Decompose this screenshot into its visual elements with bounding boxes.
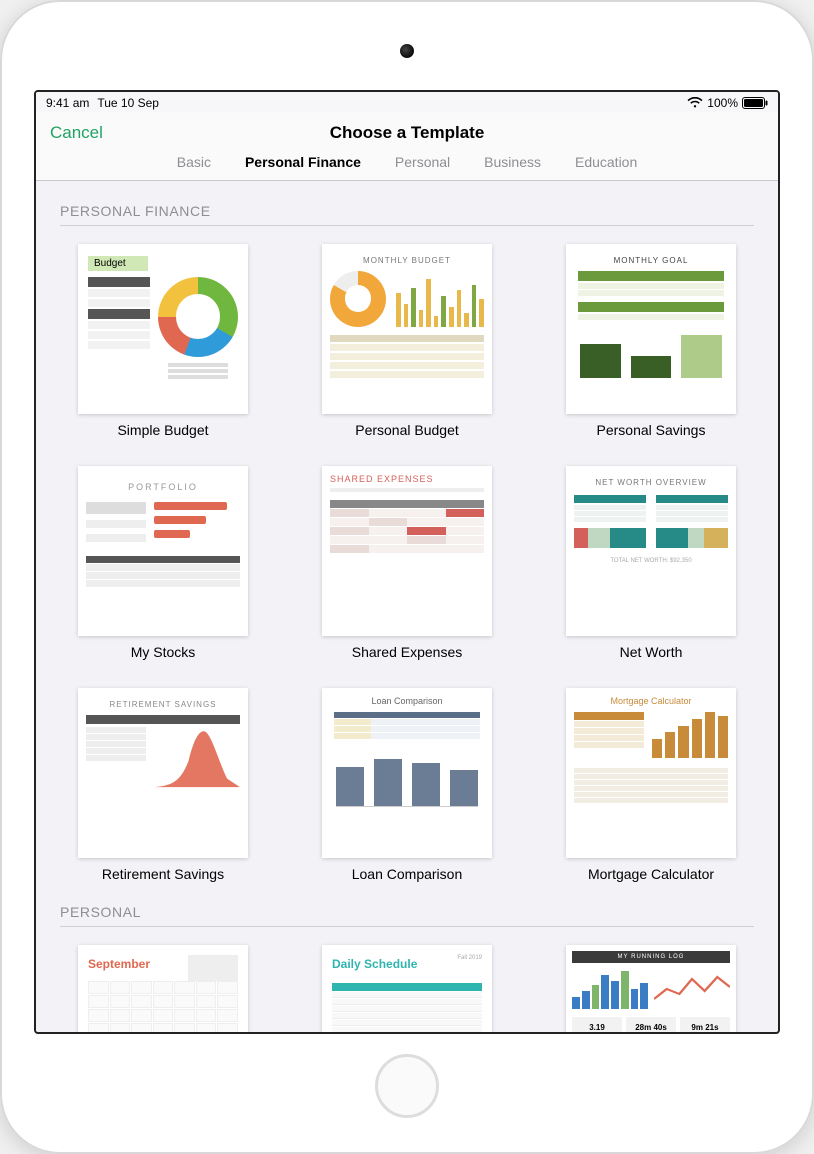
page-title: Choose a Template — [330, 123, 485, 143]
template-daily-schedule[interactable]: Daily Schedule Fall 2019 — [304, 945, 510, 1032]
tab-basic[interactable]: Basic — [177, 154, 211, 170]
camera-dot — [400, 44, 414, 58]
thumb-badge: Budget — [88, 256, 148, 271]
battery-pct: 100% — [707, 96, 738, 110]
nav-bar: Cancel Choose a Template Basic Personal … — [36, 112, 778, 181]
template-loan-comparison[interactable]: Loan Comparison Loan Comparison — [304, 688, 510, 882]
template-grid-personal-finance: Budget — [60, 244, 754, 882]
wifi-icon — [687, 97, 703, 109]
template-label: Simple Budget — [117, 422, 208, 438]
category-tabs: Basic Personal Finance Personal Business… — [36, 154, 778, 180]
template-mortgage-calculator[interactable]: Mortgage Calculator Mortgage Calculator — [548, 688, 754, 882]
tab-personal-finance[interactable]: Personal Finance — [245, 154, 361, 170]
template-label: Personal Budget — [355, 422, 459, 438]
template-simple-budget[interactable]: Budget — [60, 244, 266, 438]
tab-education[interactable]: Education — [575, 154, 637, 170]
template-label: Personal Savings — [597, 422, 706, 438]
template-retirement-savings[interactable]: RETIREMENT SAVINGS Retirement Savings — [60, 688, 266, 882]
cancel-button[interactable]: Cancel — [50, 112, 103, 154]
status-date: Tue 10 Sep — [97, 96, 159, 110]
template-my-stocks[interactable]: PORTFOLIO My Stocks — [60, 466, 266, 660]
status-bar: 9:41 am Tue 10 Sep 100% — [36, 92, 778, 112]
template-net-worth[interactable]: NET WORTH OVERVIEW TOTAL NET WORTH: $92,… — [548, 466, 754, 660]
template-label: Shared Expenses — [352, 644, 463, 660]
content-area[interactable]: PERSONAL FINANCE Budget — [36, 181, 778, 1032]
template-label: My Stocks — [131, 644, 196, 660]
template-shared-expenses[interactable]: SHARED EXPENSES Shared Expenses — [304, 466, 510, 660]
tab-business[interactable]: Business — [484, 154, 541, 170]
section-header-personal-finance: PERSONAL FINANCE — [60, 203, 754, 226]
status-time: 9:41 am — [46, 96, 89, 110]
template-label: Retirement Savings — [102, 866, 224, 882]
ipad-frame: 9:41 am Tue 10 Sep 100% Cancel Choose a … — [0, 0, 814, 1154]
battery-icon — [742, 97, 768, 109]
section-header-personal: PERSONAL — [60, 904, 754, 927]
template-personal-savings[interactable]: MONTHLY GOAL Personal Savings — [548, 244, 754, 438]
template-label: Loan Comparison — [352, 866, 463, 882]
template-running-log[interactable]: MY RUNNING LOG 3.1928m 40s9m 21s31.854.3… — [548, 945, 754, 1032]
home-button[interactable] — [375, 1054, 439, 1118]
template-grid-personal: September Daily Schedule Fall 2019 — [60, 945, 754, 1032]
template-label: Mortgage Calculator — [588, 866, 714, 882]
template-label: Net Worth — [620, 644, 683, 660]
screen: 9:41 am Tue 10 Sep 100% Cancel Choose a … — [34, 90, 780, 1034]
template-calendar[interactable]: September — [60, 945, 266, 1032]
tab-personal[interactable]: Personal — [395, 154, 450, 170]
template-personal-budget[interactable]: MONTHLY BUDGET Personal Budget — [304, 244, 510, 438]
